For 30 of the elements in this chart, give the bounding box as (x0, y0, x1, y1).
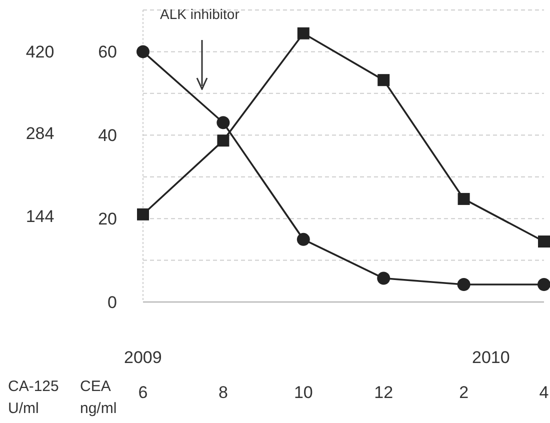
y2-tick-label: 144 (26, 207, 54, 226)
point (538, 278, 550, 291)
x-tick-label: 6 (138, 383, 148, 402)
x-tick-label: 10 (294, 383, 313, 402)
annotation: ALK inhibitor (160, 6, 240, 22)
y2-tick-label: 420 (26, 42, 54, 62)
point (136, 45, 150, 58)
point (538, 236, 550, 248)
text: 2010 (472, 348, 510, 368)
point (297, 27, 310, 40)
point (458, 192, 470, 205)
point (457, 278, 470, 291)
y-tick-label: 20 (98, 210, 117, 229)
y-tick-label: 0 (108, 293, 117, 312)
x-tick-label: 2 (459, 383, 469, 402)
point (377, 272, 390, 285)
y-tick-label: 60 (98, 42, 117, 62)
point (296, 232, 310, 246)
x-tick-label: 8 (218, 383, 228, 402)
point (216, 116, 230, 130)
x-tick-label: 4 (539, 383, 549, 402)
y2-tick-label: 284 (26, 124, 54, 143)
y-tick-label: 40 (98, 126, 117, 146)
text: 2009 (124, 348, 162, 368)
x-tick-label: 12 (374, 383, 394, 402)
point (378, 74, 390, 86)
point (217, 134, 230, 147)
y2-axis-title: CA-125 U/ml (8, 377, 59, 419)
y-axis-title: CEA ng/ml (80, 377, 117, 419)
point (137, 208, 149, 220)
